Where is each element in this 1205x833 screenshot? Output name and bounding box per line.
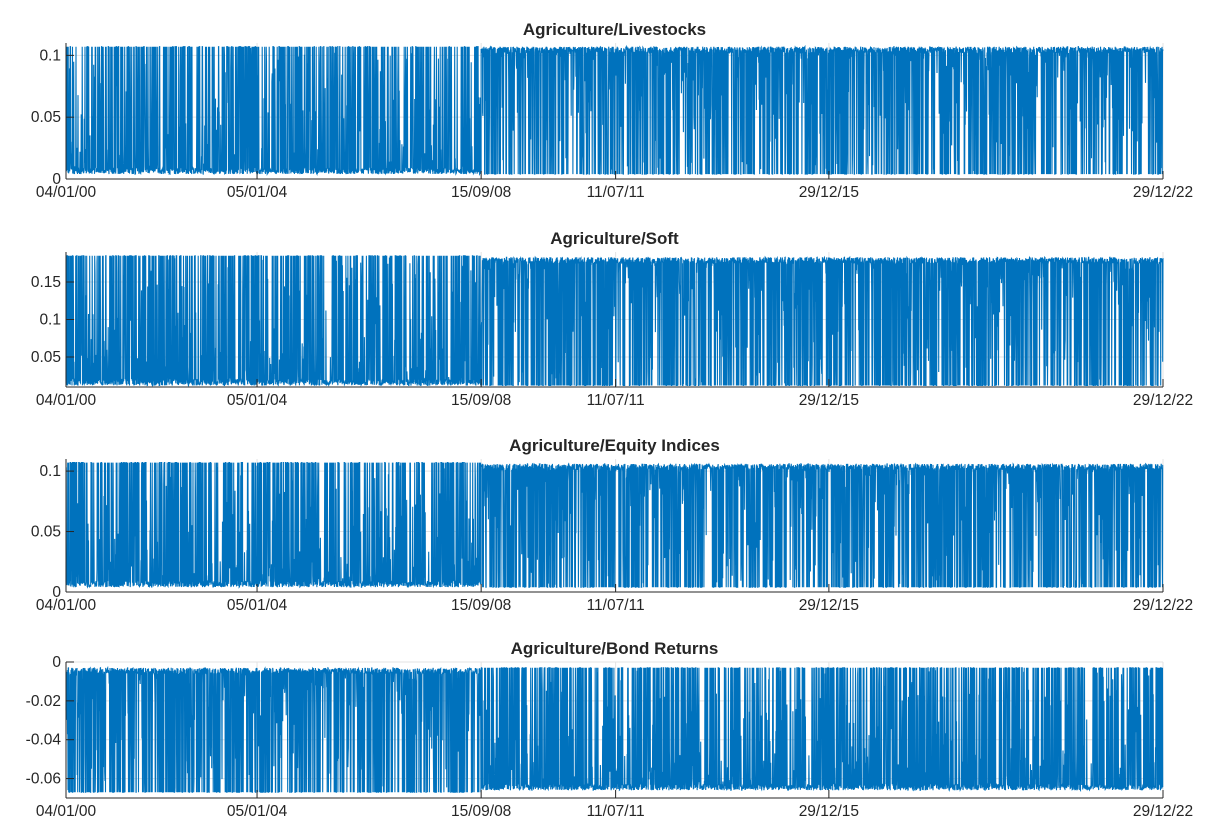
y-tick-label: 0 — [52, 171, 61, 188]
panel-1: Agriculture/Livestocks 0 0.05 0.1 04/01/00 05… — [31, 20, 1193, 201]
x-tick-label: 04/01/00 — [36, 392, 97, 409]
x-tick-label: 05/01/04 — [227, 392, 288, 409]
x-tick-label: 11/07/11 — [587, 597, 645, 614]
panel-title: Agriculture/Equity Indices — [509, 436, 720, 455]
x-tick-label: 29/12/15 — [799, 597, 859, 614]
series-line — [65, 44, 1164, 177]
y-tick-label: 0.05 — [31, 349, 61, 366]
x-tick-label: 05/01/04 — [227, 597, 288, 614]
x-tick-label: 15/09/08 — [451, 597, 511, 614]
x-tick-label: 11/07/11 — [587, 184, 645, 201]
y-tick-label: 0.1 — [39, 463, 61, 480]
panel-2: Agriculture/Soft 0.05 0.1 0.15 04/01/00 05/01… — [31, 229, 1193, 409]
panel-title: Agriculture/Bond Returns — [511, 639, 719, 658]
x-tick-label: 29/12/15 — [799, 184, 859, 201]
x-tick-label: 29/12/22 — [1133, 184, 1193, 201]
y-tick-label: 0 — [52, 654, 61, 671]
y-tick-label: -0.06 — [26, 771, 61, 788]
y-tick-label: 0.05 — [31, 524, 61, 541]
panel-title: Agriculture/Soft — [550, 229, 679, 248]
y-tick-label: 0.1 — [39, 312, 61, 329]
x-tick-label: 05/01/04 — [227, 184, 288, 201]
x-tick-label: 29/12/15 — [799, 803, 859, 820]
x-tick-label: 15/09/08 — [451, 184, 511, 201]
x-tick-label: 29/12/22 — [1133, 392, 1193, 409]
y-tick-label: 0.15 — [31, 274, 61, 291]
y-tick-label: -0.02 — [26, 693, 61, 710]
y-tick-label: 0.05 — [31, 109, 61, 126]
y-tick-label: 0 — [52, 584, 61, 601]
series-line — [65, 255, 1164, 388]
x-tick-label: 29/12/15 — [799, 392, 859, 409]
x-tick-label: 04/01/00 — [36, 597, 97, 614]
panel-3: Agriculture/Equity Indices 0 0.05 0.1 04/01/… — [31, 436, 1193, 614]
x-tick-label: 11/07/11 — [587, 392, 645, 409]
series-line — [65, 462, 1164, 589]
x-tick-label: 11/07/11 — [587, 803, 645, 820]
x-tick-label: 29/12/22 — [1133, 803, 1193, 820]
x-tick-label: 15/09/08 — [451, 803, 511, 820]
x-tick-label: 15/09/08 — [451, 392, 511, 409]
x-tick-label: 04/01/00 — [36, 184, 97, 201]
panel-title: Agriculture/Livestocks — [523, 20, 706, 39]
x-tick-label: 04/01/00 — [36, 803, 97, 820]
x-tick-label: 29/12/22 — [1133, 597, 1193, 614]
series-line — [65, 665, 1164, 793]
panel-4: Agriculture/Bond Returns -0.06 -0.04 -0.02 0… — [26, 639, 1194, 820]
y-tick-label: -0.04 — [26, 732, 62, 749]
y-tick-label: 0.1 — [39, 47, 61, 64]
x-tick-label: 05/01/04 — [227, 803, 288, 820]
